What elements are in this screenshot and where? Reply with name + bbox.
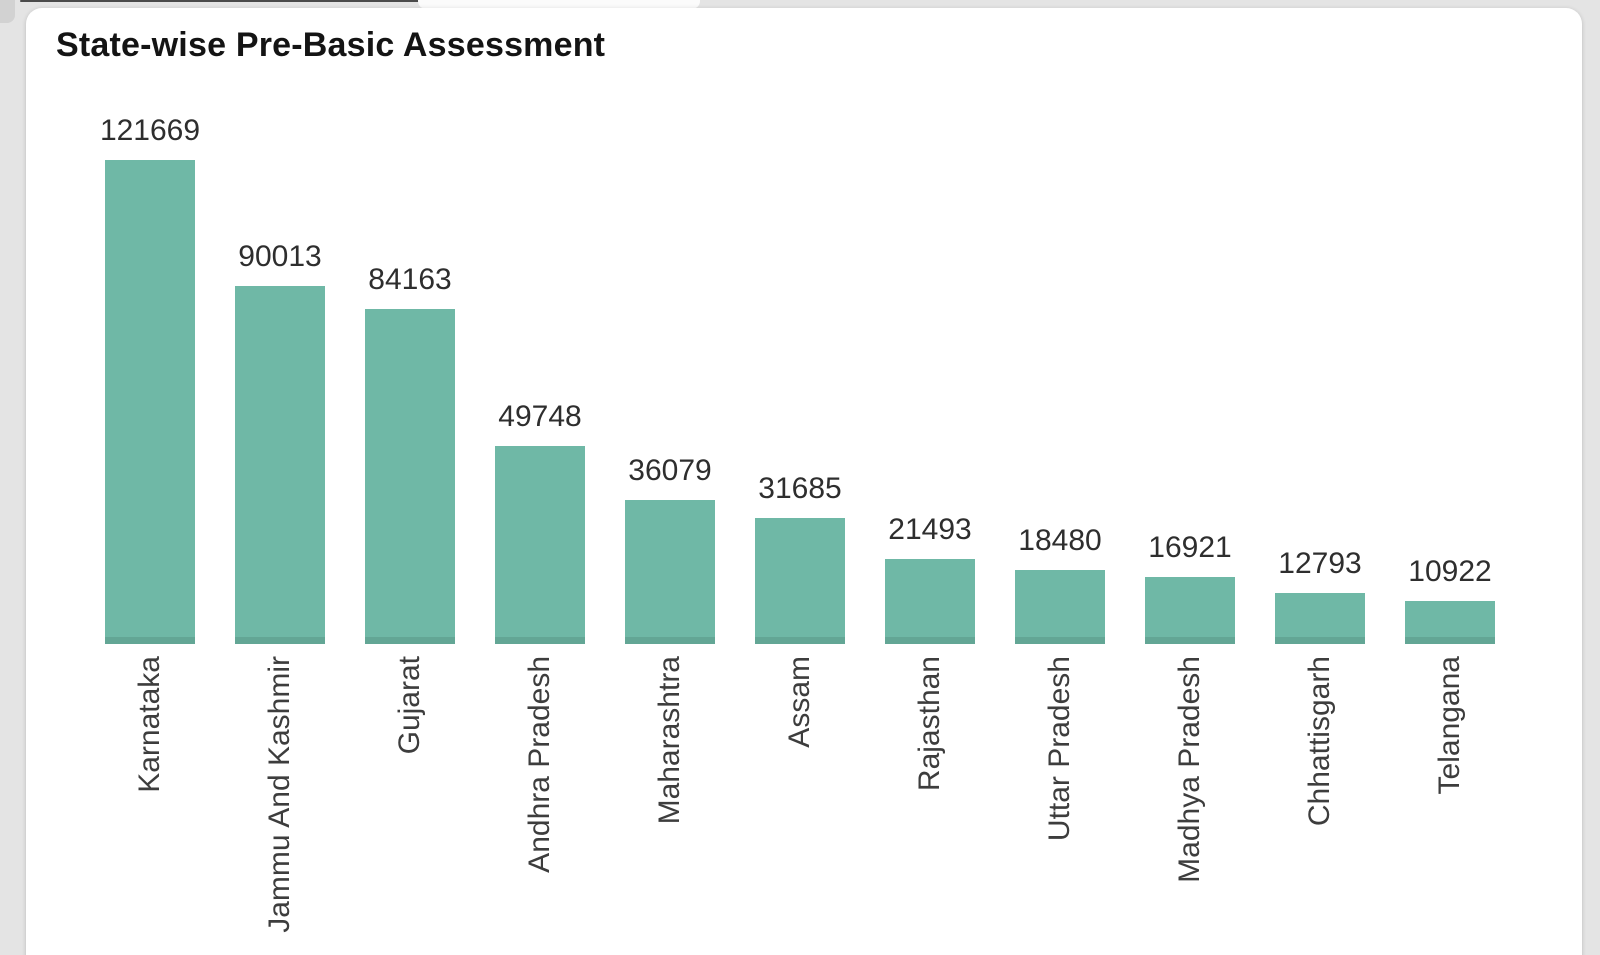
data-label-madhya-pradesh: 16921	[1148, 531, 1232, 564]
x-axis-label-gujarat: Gujarat	[393, 656, 426, 755]
bar-gujarat[interactable]	[365, 309, 455, 644]
bar-andhra-pradesh[interactable]	[495, 446, 585, 644]
bar-chhattisgarh[interactable]	[1275, 593, 1365, 644]
data-label-karnataka: 121669	[99, 114, 201, 147]
x-axis-label-assam: Assam	[783, 656, 816, 748]
bar-jammu-and-kashmir[interactable]	[235, 286, 325, 644]
x-axis-label-rajasthan: Rajasthan	[913, 656, 946, 792]
bar-madhya-pradesh[interactable]	[1145, 577, 1235, 644]
cropped-top-edge-line	[20, 0, 517, 2]
x-axis-label-uttar-pradesh: Uttar Pradesh	[1043, 656, 1076, 842]
data-label-jammu-and-kashmir: 90013	[238, 240, 322, 273]
bar-maharashtra[interactable]	[625, 500, 715, 644]
data-label-rajasthan: 21493	[888, 513, 972, 546]
data-label-andhra-pradesh: 49748	[498, 400, 582, 433]
cropped-corner-remnant	[0, 0, 15, 23]
data-label-telangana: 10922	[1408, 555, 1492, 588]
bar-assam[interactable]	[755, 518, 845, 644]
bar-uttar-pradesh[interactable]	[1015, 570, 1105, 644]
data-label-maharashtra: 36079	[628, 454, 712, 487]
x-axis-label-jammu-and-kashmir: Jammu And Kashmir	[263, 656, 296, 933]
data-label-chhattisgarh: 12793	[1278, 547, 1362, 580]
chart-title: State-wise Pre-Basic Assessment	[56, 26, 606, 64]
bar-rajasthan[interactable]	[885, 559, 975, 644]
cropped-card-remnant	[418, 0, 700, 9]
bar-telangana[interactable]	[1405, 601, 1495, 644]
data-label-assam: 31685	[758, 472, 842, 505]
x-axis-label-karnataka: Karnataka	[133, 656, 166, 793]
x-axis-label-chhattisgarh: Chhattisgarh	[1303, 656, 1336, 827]
bar-karnataka[interactable]	[105, 160, 195, 644]
x-axis-label-andhra-pradesh: Andhra Pradesh	[523, 656, 556, 873]
data-label-uttar-pradesh: 18480	[1018, 524, 1102, 557]
x-axis-label-telangana: Telangana	[1433, 656, 1466, 795]
data-label-gujarat: 84163	[368, 263, 452, 296]
x-axis-label-maharashtra: Maharashtra	[653, 656, 686, 825]
x-axis-label-madhya-pradesh: Madhya Pradesh	[1173, 656, 1206, 883]
